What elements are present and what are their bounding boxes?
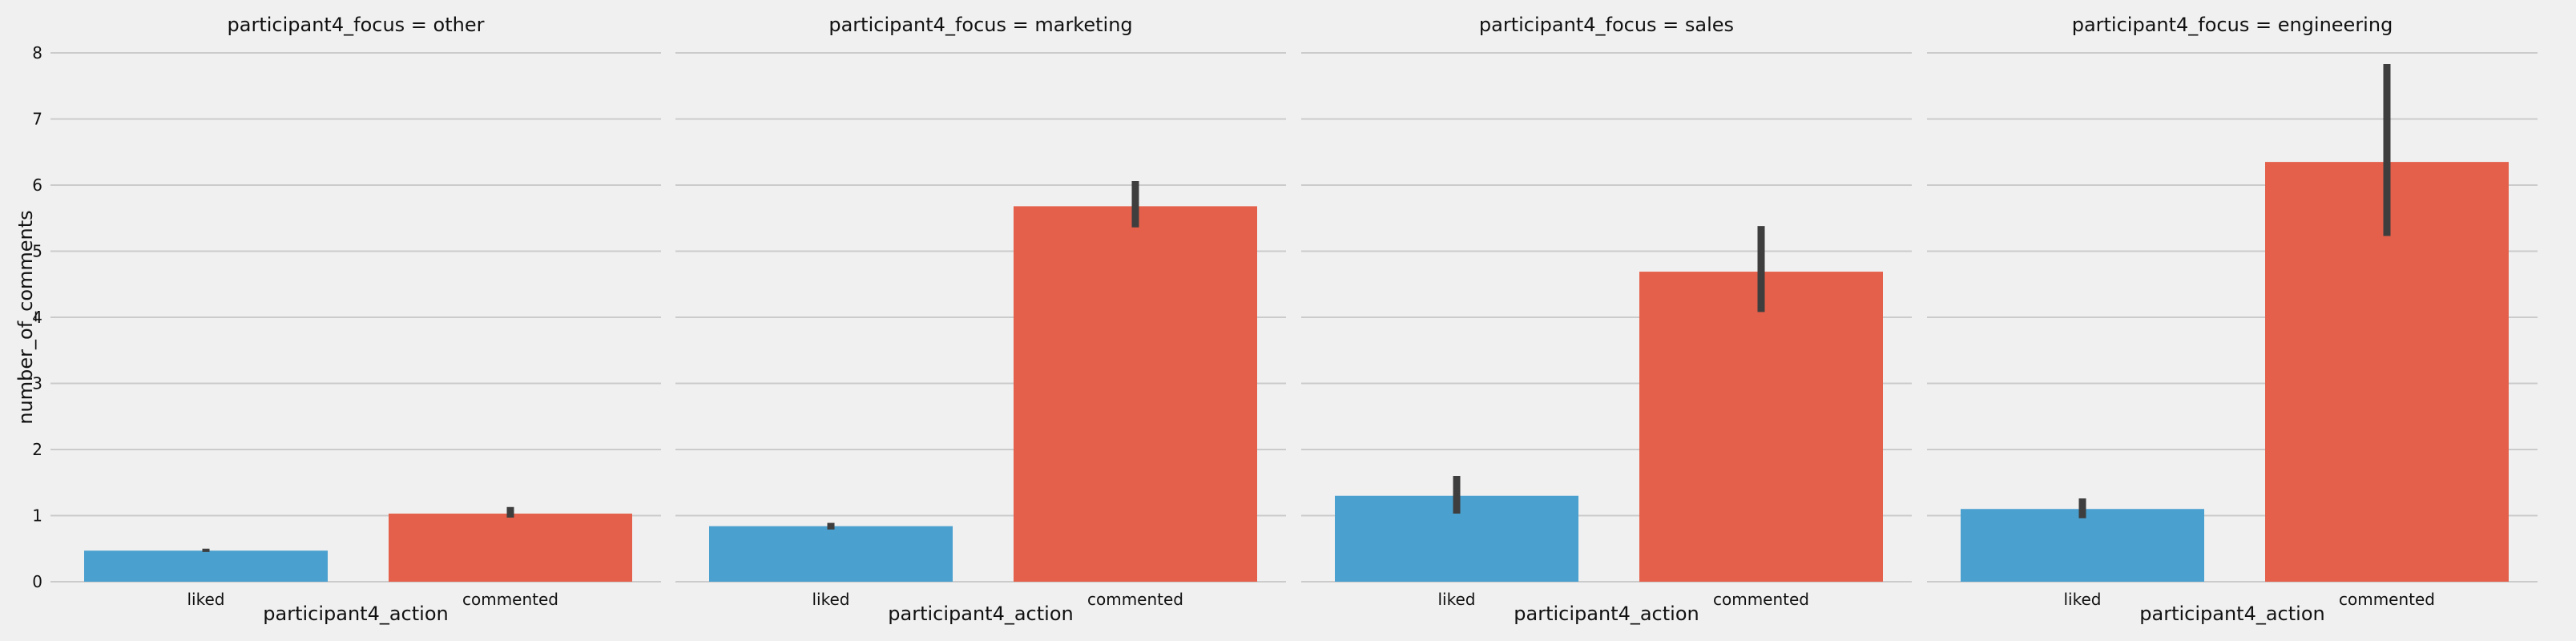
bar-liked (1961, 509, 2204, 582)
x-tick-label: liked (812, 590, 850, 609)
panel-title: participant4_focus = marketing (828, 14, 1132, 36)
x-tick-label: commented (2339, 590, 2435, 609)
y-axis-label: number_of_comments (14, 210, 37, 424)
x-axis-label: participant4_action (1514, 603, 1699, 625)
y-tick-label: 0 (32, 572, 42, 591)
x-tick-label: commented (1087, 590, 1183, 609)
panel-title: participant4_focus = sales (1479, 14, 1734, 36)
bar-liked (709, 526, 953, 582)
x-tick-label: commented (1713, 590, 1809, 609)
x-tick-label: commented (462, 590, 558, 609)
x-tick-label: liked (187, 590, 225, 609)
bar-liked (84, 550, 328, 582)
bar-commented (1639, 272, 1883, 582)
y-tick-label: 2 (32, 440, 42, 459)
bar-commented (389, 514, 632, 582)
y-tick-label: 4 (32, 308, 42, 327)
y-tick-label: 3 (32, 374, 42, 393)
bar-commented (1014, 206, 1257, 582)
x-tick-label: liked (2064, 590, 2102, 609)
y-tick-label: 5 (32, 242, 42, 261)
y-tick-label: 1 (32, 506, 42, 526)
x-axis-label: participant4_action (888, 603, 1073, 625)
x-tick-label: liked (1438, 590, 1476, 609)
y-tick-label: 6 (32, 175, 42, 195)
panel-title: participant4_focus = engineering (2072, 14, 2393, 36)
panel-title: participant4_focus = other (228, 14, 485, 36)
y-tick-label: 8 (32, 43, 42, 62)
y-tick-label: 7 (32, 110, 42, 129)
x-axis-label: participant4_action (263, 603, 448, 625)
x-axis-label: participant4_action (2139, 603, 2324, 625)
